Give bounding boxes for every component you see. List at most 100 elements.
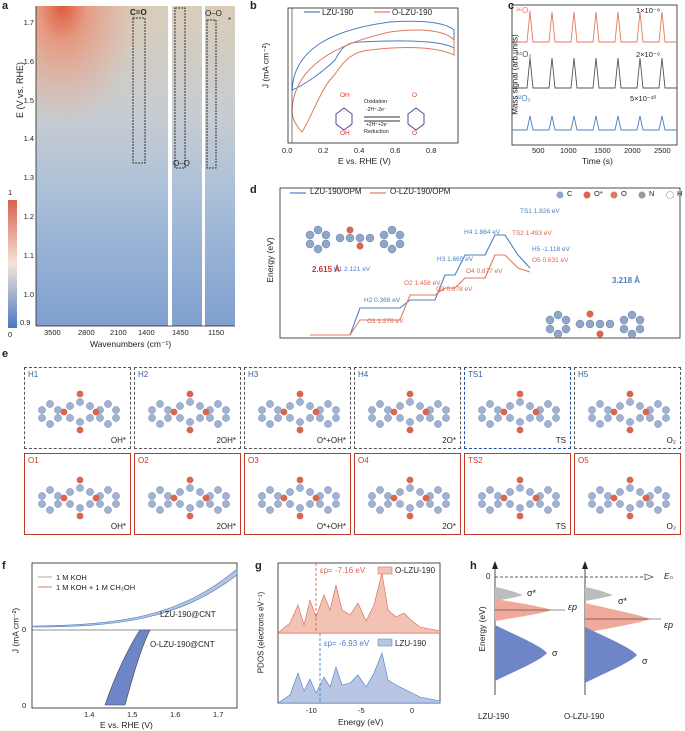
panel-f-ylabel: J (mA cm⁻²)	[10, 607, 21, 654]
o2-state: O2 1.458 eV	[404, 280, 441, 287]
panel-c-ms	[511, 4, 678, 146]
panel-f-lsv	[31, 562, 238, 709]
h1-state: H1 2.121 eV	[334, 266, 371, 273]
panel-b-cv	[287, 7, 459, 144]
panel-b-xtick: 0.0	[282, 146, 293, 155]
panel-g-xtick: -10	[306, 706, 317, 715]
e-cell-state: OH*	[110, 522, 126, 531]
atom-n: N	[649, 189, 655, 198]
panel-g-xlabel: Energy (eV)	[338, 717, 384, 727]
panel-e-label: e	[2, 348, 9, 360]
atom-c: C	[567, 189, 573, 198]
panel-c-xtick: 1500	[594, 146, 611, 155]
h2-state: H2 0.368 eV	[364, 297, 401, 304]
heatmap-oh-band	[36, 6, 168, 206]
panel-f-xlabel: E vs. RHE (V)	[100, 720, 153, 730]
oh-top: OH	[340, 92, 350, 99]
molecule-model	[478, 476, 560, 520]
trace-36-name: ³⁶O₂	[516, 6, 532, 15]
molecule-model	[258, 476, 340, 520]
panel-g-legend-top: O-LZU-190	[395, 566, 436, 575]
oh-bottom: OH	[340, 130, 350, 137]
ts1-state: TS1 1.826 eV	[520, 208, 560, 215]
panel-f-label: f	[2, 560, 6, 572]
panel-a-xtick: 3500	[44, 328, 61, 337]
panel-h-diagram	[492, 561, 661, 695]
e-cell-h1: H1 OH*	[24, 367, 131, 449]
e-cell-id: O4	[358, 456, 369, 465]
distance-2: 3.218 Å	[612, 276, 641, 285]
panel-d-label: d	[250, 184, 257, 196]
molecule-reaction	[335, 107, 425, 131]
e-cell-state: 2O*	[442, 436, 456, 445]
e-cell-id: O2	[138, 456, 149, 465]
ep-bottom: εp= -6.93 eV	[324, 639, 370, 648]
panel-c-xtick: 500	[532, 146, 545, 155]
e-cell-state: TS	[555, 522, 566, 531]
trace-32-name: ³²O₂	[516, 94, 531, 103]
o1-state: O1 1.276 eV	[367, 318, 404, 325]
panel-d-legend-2: O-LZU-190/OPM	[390, 187, 451, 196]
atom-h: H	[677, 189, 683, 198]
o-top: O	[412, 92, 418, 99]
panel-c-xtick: 2000	[624, 146, 641, 155]
heatmap-right	[205, 6, 235, 326]
e-cell-o5: O5 O₂	[574, 453, 681, 535]
distance-1: 2.615 Å	[312, 265, 341, 274]
e-cell-state: TS	[555, 436, 566, 445]
e-cell-id: O1	[28, 456, 39, 465]
co-box	[132, 17, 146, 164]
panel-b-xtick: 0.6	[390, 146, 401, 155]
e-cell-state: OH*	[110, 436, 126, 445]
ox-eq: -2H⁺-2e⁻	[366, 107, 387, 113]
panel-h-ylabel: Energy (eV)	[477, 606, 487, 652]
colorbar-top: 1	[8, 188, 13, 197]
trace-36-scale: 1×10⁻⁸	[636, 6, 661, 15]
panel-f-ytick: 0	[22, 625, 27, 634]
panel-a-label: a	[2, 0, 9, 12]
molecule-model	[148, 476, 230, 520]
star-annotation: *	[228, 16, 232, 25]
e-cell-state: O₂	[666, 436, 676, 445]
e-cell-h2: H2 2OH*	[134, 367, 241, 449]
ms-trace	[512, 11, 677, 43]
colorbar	[8, 200, 17, 328]
panel-a-xtick: 1400	[138, 328, 155, 337]
e-cell-o3: O3 O*+OH*	[244, 453, 351, 535]
panel-d-energy	[279, 187, 681, 339]
panel-g-xtick: 0	[410, 706, 415, 715]
panel-b-legend-1: LZU-190	[322, 8, 354, 17]
panel-a-xtick: 2100	[110, 328, 127, 337]
panel-g-ylabel: PDOS (electrons eV⁻¹)	[256, 591, 266, 674]
panel-d-legend-1: LZU-190/OPM	[310, 187, 362, 196]
e-cell-id: H3	[248, 370, 259, 379]
e-cell-o1: O1 OH*	[24, 453, 131, 535]
panel-b-legend-2: O-LZU-190	[392, 8, 433, 17]
e-cell-o2: O2 2OH*	[134, 453, 241, 535]
e-cell-ts2: TS2 TS	[464, 453, 571, 535]
molecule-model	[368, 476, 450, 520]
e-cell-id: TS2	[468, 456, 483, 465]
molecule-model	[38, 390, 120, 434]
panel-a-yticks: 1.7 1.6 1.5 1.4 1.3 1.2 1.1 1.0	[23, 18, 34, 299]
ts2-state: TS2 1.493 eV	[512, 230, 552, 237]
panel-b-ylabel: J (mA cm⁻²)	[260, 42, 271, 89]
panel-d-ylabel: Energy (eV)	[265, 237, 275, 283]
molecule-model	[38, 476, 120, 520]
sigma-right: σ	[642, 656, 648, 666]
panel-f-xtick: 1.7	[213, 710, 224, 719]
sigma-left: σ	[552, 648, 558, 658]
panel-a-xtick: 1450	[172, 328, 189, 337]
e-cell-h4: H4 2O*	[354, 367, 461, 449]
e-cell-id: H1	[28, 370, 39, 379]
trace-34-name: ³⁴O₂	[516, 50, 532, 59]
molecule-model	[478, 390, 560, 434]
panel-b-xtick: 0.8	[426, 146, 437, 155]
e-cell-id: H5	[578, 370, 589, 379]
atom-ostar: O*	[594, 189, 603, 198]
atom-o: O	[621, 189, 627, 198]
panel-g-legend-bottom: LZU-190	[395, 639, 427, 648]
panel-a-ytick-last: 0.9	[20, 318, 31, 327]
e-cell-h5: H5 O₂	[574, 367, 681, 449]
panel-b-xtick: 0.4	[354, 146, 365, 155]
